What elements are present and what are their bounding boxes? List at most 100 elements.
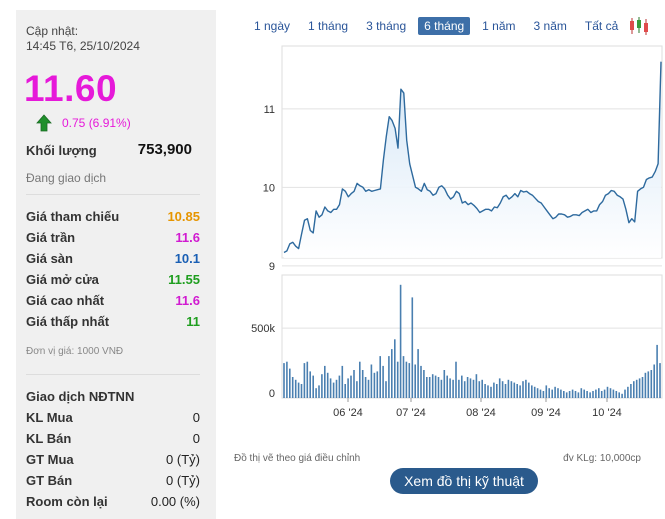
price-area (284, 61, 661, 259)
volume-bar (641, 377, 644, 398)
volume-bar (598, 388, 600, 398)
volume-bar (609, 388, 612, 398)
volume-bar (519, 385, 521, 398)
volume-bar (595, 389, 597, 398)
volume-bar (536, 388, 539, 398)
foreign-value: 0 (192, 431, 200, 446)
volume-bar (516, 384, 518, 398)
volume-bar (533, 386, 536, 398)
volume-tick-label: 0 (269, 388, 275, 400)
price-label: Giá cao nhất (26, 293, 105, 308)
volume-bar (638, 378, 641, 398)
volume-value: 753,900 (137, 141, 192, 158)
volume-bar (600, 391, 603, 398)
volume-bar (633, 381, 635, 398)
volume-bar (618, 392, 620, 398)
volume-bar (434, 375, 437, 398)
volume-bar (490, 386, 492, 398)
volume-bar (364, 377, 367, 398)
volume-bar (332, 382, 335, 398)
price-tick-label: 10 (263, 182, 275, 194)
technical-chart-button[interactable]: Xem đồ thị kỹ thuật (390, 468, 538, 494)
price-label: Giá sàn (26, 251, 73, 266)
volume-bar (545, 385, 548, 398)
volume-bar (385, 381, 387, 398)
foreign-label: KL Bán (26, 431, 72, 446)
volume-bar (630, 384, 632, 398)
foreign-value: 0 (Tỷ) (166, 473, 200, 488)
updated-label: Cập nhật: (26, 24, 79, 38)
volume-bar (644, 372, 647, 398)
volume-bar (329, 378, 332, 398)
tab-3-months[interactable]: 3 tháng (366, 19, 407, 33)
volume-bar (399, 284, 402, 398)
volume-bar (382, 365, 384, 398)
volume-bar (350, 375, 352, 398)
volume-bar (478, 381, 481, 398)
price-value: 11 (186, 314, 200, 329)
volume-bar (612, 389, 615, 398)
tab-6-months[interactable]: 6 tháng (418, 17, 471, 35)
foreign-row: KL Bán 0 (26, 431, 200, 446)
volume-bar (574, 391, 577, 398)
x-tick-label: 09 '24 (531, 407, 561, 419)
volume-bar (501, 381, 504, 398)
volume-bar (379, 356, 381, 398)
price-value: 11.6 (175, 293, 200, 308)
x-tick-label: 08 '24 (466, 407, 496, 419)
volume-bar (635, 379, 638, 398)
tab-1-month[interactable]: 1 tháng (308, 19, 349, 33)
price-label: Giá tham chiếu (26, 209, 120, 224)
price-value: 10.1 (174, 251, 200, 266)
volume-bar (580, 388, 583, 398)
foreign-row: Room còn lại 0.00 (%) (26, 494, 200, 509)
volume-bar (463, 381, 466, 398)
volume-bar (347, 378, 349, 398)
volume-bar (542, 391, 545, 398)
volume-bar (522, 381, 524, 398)
volume-bar (624, 389, 626, 398)
volume-bar (291, 377, 294, 398)
volume-bar (297, 382, 300, 398)
tab-1-year[interactable]: 1 năm (482, 19, 516, 33)
tab-1-day[interactable]: 1 ngày (254, 19, 291, 33)
volume-bar (303, 363, 306, 398)
foreign-trade-title: Giao dịch NĐTNN (26, 389, 135, 404)
candlestick-icon[interactable] (628, 16, 650, 36)
volume-bar (498, 378, 501, 398)
trading-status: Đang giao dịch (26, 171, 107, 185)
volume-bar (326, 372, 329, 398)
volume-bar (376, 371, 379, 398)
volume-bar (539, 389, 542, 398)
volume-bar (627, 386, 629, 398)
volume-bar (294, 379, 297, 398)
tab-3-years[interactable]: 3 năm (533, 19, 567, 33)
price-tick-label: 9 (269, 261, 275, 273)
volume-tick-label: 500k (251, 323, 275, 335)
quote-panel: Cập nhật: 14:45 T6, 25/10/2024 11.60 0.7… (16, 10, 216, 519)
volume-bar (443, 370, 446, 398)
volume-bar (405, 361, 408, 398)
volume-bar (586, 391, 588, 398)
volume-bar (359, 361, 361, 398)
change-row: 0.75 (6.91%) (36, 114, 131, 132)
tab-all[interactable]: Tất cả (584, 19, 619, 33)
volume-bar (548, 388, 550, 398)
volume-bar (554, 386, 556, 398)
volume-unit-note: đv KLg: 10,000cp (563, 453, 641, 464)
volume-bar (324, 365, 326, 398)
volume-bar (563, 391, 565, 398)
volume-bar (565, 392, 568, 398)
volume-bar (300, 384, 303, 398)
volume-bar (493, 382, 495, 398)
volume-bar (571, 389, 574, 398)
price-value: 11.55 (168, 272, 200, 287)
foreign-label: GT Bán (26, 473, 73, 488)
volume-bar (431, 374, 434, 398)
volume-bar (335, 379, 338, 398)
volume-bar (487, 385, 489, 398)
price-line (283, 61, 662, 254)
foreign-label: GT Mua (26, 452, 74, 467)
volume-bar (396, 361, 399, 398)
volume-bar (589, 392, 591, 398)
